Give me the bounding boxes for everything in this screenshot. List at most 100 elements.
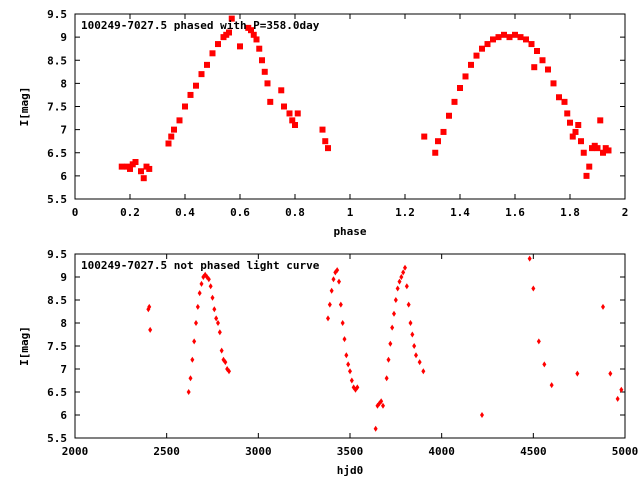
x-tick-label: 1.2 <box>395 206 415 219</box>
data-point <box>340 320 345 326</box>
data-point <box>506 34 513 41</box>
data-point <box>446 112 452 119</box>
y-tick-label: 8.5 <box>47 294 67 307</box>
data-point <box>414 352 418 359</box>
data-point <box>408 320 413 326</box>
y-tick-label: 5.5 <box>47 432 67 445</box>
data-points <box>118 15 612 182</box>
data-point <box>569 133 576 140</box>
data-point <box>393 297 398 303</box>
x-tick-label: 1 <box>347 206 354 219</box>
data-point <box>186 389 191 395</box>
x-tick-label: 3500 <box>337 445 364 458</box>
data-point <box>227 368 231 375</box>
data-point <box>564 110 571 117</box>
data-point <box>138 168 144 175</box>
data-point <box>338 301 343 308</box>
data-point <box>127 165 133 172</box>
data-point <box>349 377 354 384</box>
y-tick-label: 6 <box>60 170 67 183</box>
data-point <box>182 103 188 110</box>
data-point <box>199 280 204 287</box>
y-axis-label: I[mag] <box>18 87 31 127</box>
data-point <box>215 41 221 48</box>
data-point <box>322 138 329 145</box>
data-point <box>512 31 518 38</box>
phased-light-curve-panel: 0 0.2 0.4 0.6 0.8 1 1.2 1.4 1.6 1.8 2 5.5 6 6.5 7 7.5 8 8… <box>18 8 628 238</box>
data-point <box>219 347 224 354</box>
data-point <box>259 57 265 64</box>
data-point <box>118 163 125 170</box>
data-point <box>432 149 439 156</box>
x-axis-label: phase <box>333 225 366 238</box>
data-point <box>390 324 395 331</box>
data-point <box>586 163 593 170</box>
data-point <box>484 41 491 48</box>
data-point <box>501 31 507 38</box>
data-point <box>435 138 441 145</box>
data-point <box>490 36 496 43</box>
data-point <box>457 85 463 91</box>
x-axis-label: hjd0 <box>337 464 364 477</box>
data-point <box>462 73 469 80</box>
data-point <box>473 52 480 59</box>
data-point <box>412 343 417 349</box>
data-point <box>578 138 584 145</box>
data-point <box>214 315 219 322</box>
data-point <box>388 340 393 347</box>
data-point <box>329 287 334 294</box>
data-point <box>223 359 228 366</box>
chart-title: 100249-7027.5 not phased light curve <box>81 259 320 272</box>
data-point <box>451 98 458 105</box>
x-tick-label: 2000 <box>62 445 89 458</box>
data-point <box>148 326 153 333</box>
data-point <box>176 117 183 124</box>
y-tick-label: 6.5 <box>47 386 67 399</box>
y-tick-label: 6 <box>60 409 67 422</box>
data-point <box>278 87 285 94</box>
data-point <box>348 368 352 375</box>
data-point <box>542 361 547 368</box>
data-point <box>545 66 551 73</box>
data-point <box>600 149 606 156</box>
data-point <box>208 283 213 290</box>
data-point <box>567 119 573 126</box>
plot-frame <box>74 253 626 439</box>
data-point <box>421 133 428 140</box>
plot-frame <box>74 13 626 200</box>
data-point <box>395 285 400 292</box>
chart-title: 100249-7027.5 phased with P=358.0day <box>81 19 320 32</box>
data-point <box>531 285 536 292</box>
data-point <box>250 31 257 38</box>
x-tick-label: 3000 <box>245 445 272 458</box>
data-point <box>226 29 232 36</box>
x-tick-label: 0.8 <box>285 206 305 219</box>
data-point <box>198 71 205 78</box>
data-point <box>209 50 216 57</box>
x-tick-label: 4500 <box>520 445 547 458</box>
data-point <box>248 27 254 34</box>
data-point <box>615 395 620 402</box>
data-point <box>195 303 200 310</box>
data-point <box>192 338 197 345</box>
data-point <box>292 122 298 128</box>
data-point <box>523 36 529 43</box>
data-point <box>399 274 404 280</box>
data-point <box>480 412 484 418</box>
y-tick-label: 7.5 <box>47 340 67 353</box>
data-point <box>536 338 541 345</box>
data-point <box>216 320 220 326</box>
data-point <box>575 122 582 128</box>
data-point <box>193 82 199 89</box>
data-point <box>281 103 287 110</box>
data-point <box>575 370 580 377</box>
data-point <box>534 48 540 54</box>
data-point <box>325 145 331 152</box>
data-point <box>289 117 296 124</box>
y-tick-label: 9.5 <box>47 8 67 21</box>
y-tick-label: 5.5 <box>47 193 67 206</box>
data-points <box>146 255 624 432</box>
x-tick-label: 1.6 <box>505 206 525 219</box>
y-tick-label: 7.5 <box>47 101 67 114</box>
data-point <box>608 370 613 377</box>
